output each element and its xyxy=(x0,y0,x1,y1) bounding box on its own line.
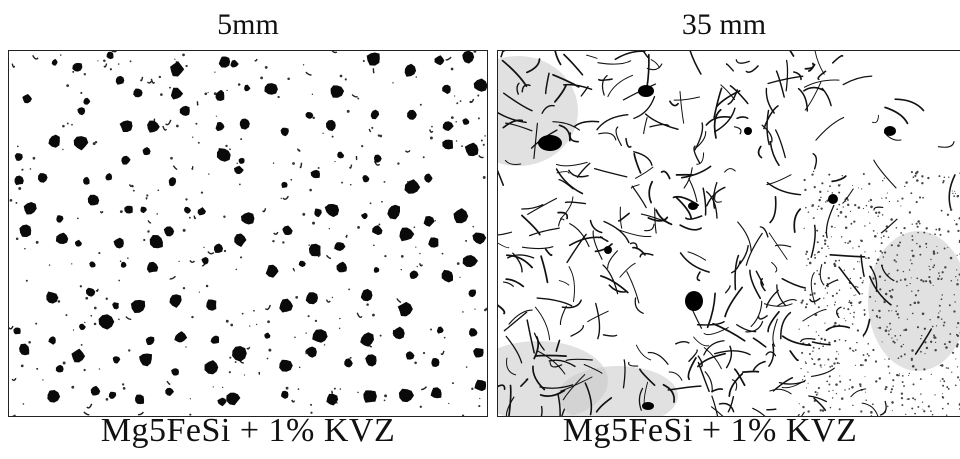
right-panel-caption: Mg5FeSi + 1% KVZ xyxy=(470,412,950,450)
nodular-graphite-image xyxy=(9,51,487,416)
micrograph-flake-35mm xyxy=(497,50,960,417)
left-panel-top-label: 5mm xyxy=(8,8,488,42)
micrograph-nodular-5mm xyxy=(8,50,488,417)
left-panel-caption: Mg5FeSi + 1% KVZ xyxy=(8,412,488,450)
flake-graphite-image xyxy=(498,51,960,416)
right-panel-top-label: 35 mm xyxy=(484,8,960,42)
